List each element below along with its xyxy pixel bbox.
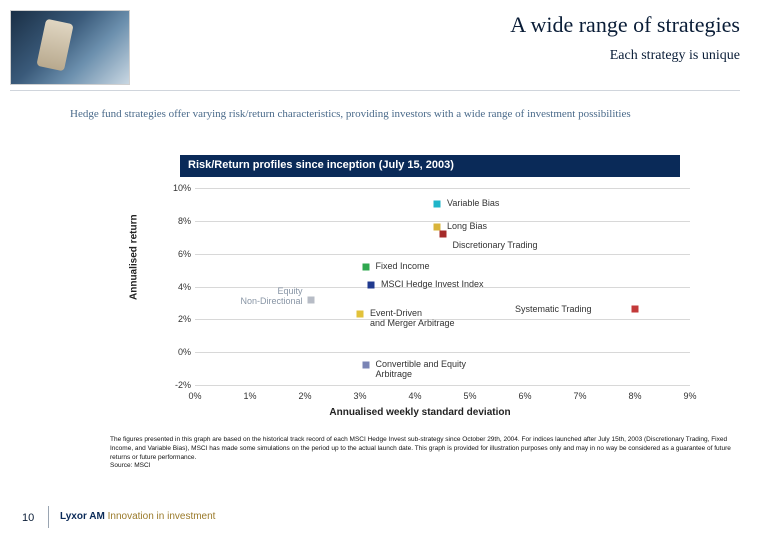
data-point bbox=[362, 263, 369, 270]
data-point bbox=[368, 281, 375, 288]
x-tick: 2% bbox=[298, 391, 311, 401]
y-tick: -2% bbox=[161, 380, 191, 390]
risk-return-chart: Annualised return Annualised weekly stan… bbox=[140, 180, 700, 420]
y-axis-label: Annualised return bbox=[129, 214, 140, 300]
x-tick: 0% bbox=[188, 391, 201, 401]
point-label: Discretionary Trading bbox=[453, 240, 538, 250]
header-divider bbox=[10, 90, 740, 91]
gridline bbox=[195, 385, 690, 386]
x-tick: 6% bbox=[518, 391, 531, 401]
y-tick: 10% bbox=[161, 183, 191, 193]
data-point bbox=[434, 201, 441, 208]
data-point bbox=[632, 306, 639, 313]
plot-area: -2%0%2%4%6%8%10%0%1%2%3%4%5%6%7%8%9%Vari… bbox=[195, 188, 690, 385]
gridline bbox=[195, 352, 690, 353]
data-point bbox=[439, 230, 446, 237]
x-tick: 5% bbox=[463, 391, 476, 401]
data-point bbox=[307, 296, 314, 303]
point-label: Event-Drivenand Merger Arbitrage bbox=[370, 308, 455, 328]
title-block: A wide range of strategies Each strategy… bbox=[510, 12, 740, 64]
gridline bbox=[195, 254, 690, 255]
point-label: EquityNon-Directional bbox=[240, 286, 302, 306]
page-subtitle: Each strategy is unique bbox=[510, 48, 740, 64]
page-number: 10 bbox=[22, 512, 34, 524]
data-point bbox=[362, 362, 369, 369]
x-tick: 4% bbox=[408, 391, 421, 401]
point-label: Variable Bias bbox=[447, 198, 499, 208]
header-image bbox=[10, 10, 130, 85]
page-title: A wide range of strategies bbox=[510, 12, 740, 38]
x-tick: 1% bbox=[243, 391, 256, 401]
x-axis-label: Annualised weekly standard deviation bbox=[329, 407, 510, 418]
gridline bbox=[195, 188, 690, 189]
footer-divider bbox=[48, 506, 49, 528]
y-tick: 6% bbox=[161, 249, 191, 259]
gridline bbox=[195, 221, 690, 222]
point-label: MSCI Hedge Invest Index bbox=[381, 279, 484, 289]
fineprint: The figures presented in this graph are … bbox=[110, 436, 740, 471]
point-label: Systematic Trading bbox=[515, 304, 592, 314]
brand-name: Lyxor AM bbox=[60, 511, 105, 522]
point-label: Fixed Income bbox=[376, 261, 430, 271]
y-tick: 4% bbox=[161, 282, 191, 292]
y-tick: 2% bbox=[161, 314, 191, 324]
y-tick: 0% bbox=[161, 347, 191, 357]
fineprint-line2: Source: MSCI bbox=[110, 462, 740, 471]
slide-page: A wide range of strategies Each strategy… bbox=[0, 0, 780, 540]
point-label: Convertible and EquityArbitrage bbox=[376, 359, 467, 379]
point-label: Long Bias bbox=[447, 221, 487, 231]
x-tick: 9% bbox=[683, 391, 696, 401]
footer-brand: Lyxor AM Innovation in investment bbox=[60, 511, 215, 522]
x-tick: 3% bbox=[353, 391, 366, 401]
x-tick: 8% bbox=[628, 391, 641, 401]
y-tick: 8% bbox=[161, 216, 191, 226]
data-point bbox=[357, 311, 364, 318]
intro-text: Hedge fund strategies offer varying risk… bbox=[70, 108, 740, 120]
fineprint-line1: The figures presented in this graph are … bbox=[110, 436, 740, 462]
chart-title: Risk/Return profiles since inception (Ju… bbox=[180, 155, 680, 177]
brand-tagline: Innovation in investment bbox=[105, 511, 216, 522]
x-tick: 7% bbox=[573, 391, 586, 401]
